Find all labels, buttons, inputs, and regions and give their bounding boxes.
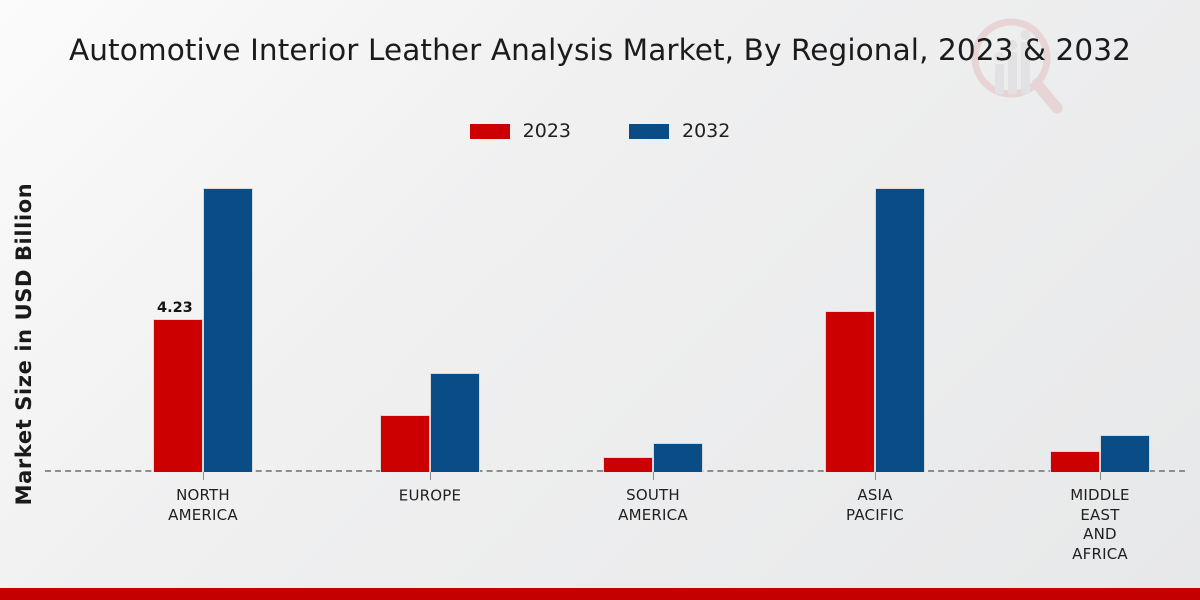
category-label-line: AMERICA xyxy=(618,505,688,524)
bar-group: EUROPE xyxy=(380,160,480,504)
footer-accent-strip xyxy=(0,588,1200,600)
x-axis-category-label: ASIA PACIFIC xyxy=(825,486,925,525)
x-axis-category-label: NORTH AMERICA xyxy=(153,486,253,525)
category-label-line: PACIFIC xyxy=(846,505,904,524)
x-axis-tick xyxy=(1100,472,1101,480)
category-label-line: AFRICA xyxy=(1072,544,1128,563)
bar-group: SOUTH AMERICA xyxy=(603,160,703,524)
x-axis-tick xyxy=(653,472,654,480)
bar-2032-middle-east-and-africa[interactable] xyxy=(1100,435,1150,472)
y-axis-title: Market Size in USD Billion xyxy=(12,182,36,506)
category-label-line: NORTH xyxy=(176,486,230,504)
bar-group: ASIA PACIFIC xyxy=(825,160,925,524)
chart-title: Automotive Interior Leather Analysis Mar… xyxy=(68,33,1132,67)
bar-2032-north-america[interactable] xyxy=(203,188,253,472)
bar-2023-south-america[interactable] xyxy=(603,457,653,472)
square-swatch-icon xyxy=(629,123,669,139)
bar-2032-europe[interactable] xyxy=(430,373,480,472)
x-axis-category-label: SOUTH AMERICA xyxy=(603,486,703,525)
legend-label: 2023 xyxy=(522,120,571,142)
bar-group: 4.23 NORTH AMERICA xyxy=(153,160,253,524)
legend-label: 2032 xyxy=(682,120,731,142)
category-label-line: AND xyxy=(1083,525,1117,543)
x-axis-tick xyxy=(203,472,204,480)
category-label-line: EUROPE xyxy=(398,486,462,504)
chart-legend: 2023 2032 xyxy=(0,120,1200,142)
x-axis-tick xyxy=(875,472,876,480)
bar-2023-europe[interactable] xyxy=(380,415,430,472)
bar-2032-asia-pacific[interactable] xyxy=(875,188,925,472)
legend-item-2032[interactable]: 2032 xyxy=(629,120,730,142)
category-label-line: EAST xyxy=(1080,505,1120,524)
bar-2023-north-america[interactable] xyxy=(153,319,203,472)
x-axis-category-label: EUROPE xyxy=(380,486,480,506)
x-axis-category-label: MIDDLE EAST AND AFRICA xyxy=(1050,486,1150,564)
bar-value-label: 4.23 xyxy=(157,300,193,316)
square-swatch-icon xyxy=(469,123,510,139)
category-label-line: AMERICA xyxy=(168,505,238,524)
bar-2023-middle-east-and-africa[interactable] xyxy=(1050,451,1100,472)
category-label-line: ASIA xyxy=(857,486,893,504)
bar-group: MIDDLE EAST AND AFRICA xyxy=(1050,160,1150,563)
category-label-line: MIDDLE xyxy=(1070,486,1130,504)
legend-item-2023[interactable]: 2023 xyxy=(469,120,571,142)
plot-area: 4.23 NORTH AMERICA EUROPE SOUTH AMERICA ASIA PA… xyxy=(45,160,1185,563)
category-label-line: SOUTH xyxy=(626,486,680,504)
x-axis-tick xyxy=(430,472,431,480)
bar-2023-asia-pacific[interactable] xyxy=(825,311,875,472)
bar-2032-south-america[interactable] xyxy=(653,443,703,472)
